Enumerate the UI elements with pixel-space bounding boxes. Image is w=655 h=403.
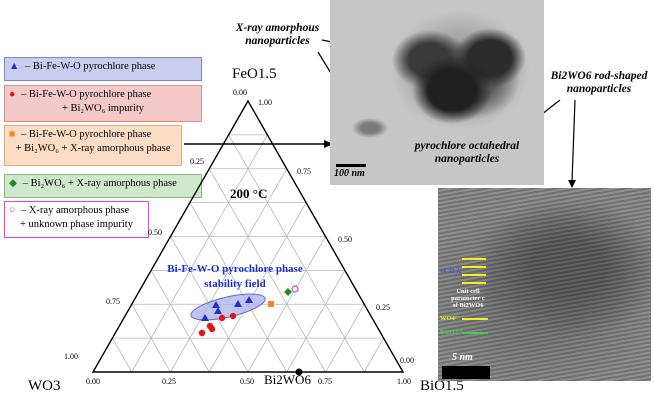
grid-line <box>112 337 133 373</box>
label-bi2wo6-rod: Bi2WO6 rod-shaped nanoparticles <box>546 70 652 96</box>
grid-line <box>325 304 365 373</box>
ternary-grid <box>112 134 384 373</box>
grid-line <box>208 202 307 373</box>
scalebar-label: 100 nm <box>334 168 365 179</box>
label-line: nanoparticles <box>434 153 500 165</box>
apex-label-left: WO3 <box>28 378 61 394</box>
tick-label: 0.25 <box>376 303 390 312</box>
tick-label: 1.00 <box>64 352 78 361</box>
grid-line <box>189 202 288 373</box>
arrow-head-icon <box>324 140 333 148</box>
triangle-marker-icon: ▲ <box>9 61 20 72</box>
scalebar-label: 5 nm <box>452 352 473 363</box>
label-line: of Bi2WO6 <box>452 302 484 309</box>
grid-line <box>131 134 268 373</box>
tick-label: 0.50 <box>338 235 352 244</box>
bi2wo6-composition-point <box>295 368 303 376</box>
temperature-label: 200 °C <box>230 186 268 201</box>
bottom-marker-label: Bi2WO6 <box>264 372 311 387</box>
legend-item-amorphous-unknown: ○ – X-ray amorphous phase + unknown phas… <box>4 201 149 238</box>
label-line: Bi2WO6 rod-shaped <box>550 70 648 82</box>
legend-item-pyrochlore: ▲ – Bi-Fe-W-O pyrochlore phase <box>4 57 202 81</box>
scalebar <box>336 164 366 167</box>
lattice-marker <box>462 274 486 276</box>
legend-text-line2: + Bi₂WO₆ + X-ray amorphous phase <box>15 143 171 154</box>
pyrochlore-amorphous-point <box>268 301 274 307</box>
tick-label: 0.25 <box>190 157 204 166</box>
hrtem-image: 16.33 Å Unit cell parameter c of Bi2WO6 … <box>438 188 651 381</box>
label-line: X-ray amorphous <box>235 22 320 34</box>
tick-label: 0.50 <box>240 377 254 386</box>
square-marker-icon: ■ <box>9 129 16 140</box>
tick-label: 0.00 <box>233 88 247 97</box>
pyrochlore-point <box>201 314 209 321</box>
apex-label-top: FeO1.5 <box>232 66 277 82</box>
scalebar <box>442 366 490 379</box>
circle-marker-icon: ● <box>9 89 16 100</box>
pyrochlore-stability-field <box>190 293 266 321</box>
legend-text: – X-ray amorphous phase <box>18 205 130 216</box>
spacing-label: 16.33 Å <box>440 268 461 275</box>
open-circle-marker-icon: ○ <box>9 205 16 216</box>
tick-label: 0.00 <box>400 356 414 365</box>
label-line: parameter c <box>451 295 485 302</box>
label-line: nanoparticles <box>245 35 310 47</box>
pyrochlore-bi2wo6-point <box>208 325 216 333</box>
unit-cell-label: Unit cell parameter c of Bi2WO6 <box>444 288 492 309</box>
bi2o2-layer-marker <box>462 332 488 334</box>
legend-text-line2: + Bi₂WO₆ impurity <box>61 103 145 114</box>
lattice-marker <box>462 282 486 284</box>
arrow-head-icon <box>568 180 576 188</box>
data-points <box>198 285 303 376</box>
tick-label: 0.75 <box>297 167 311 176</box>
legend-text: – Bi₂WO₆ + X-ray amorphous phase <box>20 178 177 189</box>
pyrochlore-bi2wo6-point <box>229 312 237 320</box>
tick-label: 0.50 <box>148 228 162 237</box>
pyrochlore-point <box>245 296 253 303</box>
tick-label: 1.00 <box>258 98 272 107</box>
pyrochlore-bi2wo6-point <box>218 314 226 322</box>
grid-line <box>286 270 346 373</box>
tick-label: 0.25 <box>162 377 176 386</box>
bi2o2-label: Bi2O2²⁺ <box>440 329 464 336</box>
legend-text-line2: + unknown phase impurity <box>20 219 133 230</box>
grid-line <box>363 337 384 373</box>
legend-item-pyrochlore-amorphous: ■ – Bi-Fe-W-O pyrochlore phase + Bi₂WO₆ … <box>4 125 182 166</box>
label-line: pyrochlore octahedral <box>414 140 520 152</box>
grid-line <box>247 236 326 373</box>
label-xray-amorphous: X-ray amorphous nanoparticles <box>230 22 325 48</box>
label-line: nanoparticles <box>566 83 632 95</box>
apex-label-right: BiO1.5 <box>420 378 464 394</box>
lattice-marker <box>462 258 486 260</box>
wo4-layer-marker <box>462 318 488 320</box>
legend-item-pyrochlore-bi2wo6: ● – Bi-Fe-W-O pyrochlore phase + Bi₂WO₆ … <box>4 85 202 122</box>
label-pyrochlore-octahedral: pyrochlore octahedral nanoparticles <box>392 140 542 166</box>
bi2wo6-amorphous-point <box>284 288 292 296</box>
tick-label: 0.75 <box>106 297 120 306</box>
field-label-line1: Bi-Fe-W-O pyrochlore phase <box>167 263 303 275</box>
pyrochlore-point <box>212 301 220 308</box>
diamond-marker-icon: ◆ <box>9 178 18 189</box>
grid-line <box>131 304 171 373</box>
tem-image-overview: 100 nm <box>330 0 544 185</box>
legend-item-bi2wo6-amorphous: ◆ – Bi₂WO₆ + X-ray amorphous phase <box>4 174 202 198</box>
label-line: Unit cell <box>456 288 480 295</box>
arrow-line <box>571 99 576 183</box>
pyrochlore-bi2wo6-point <box>198 329 206 337</box>
tick-label: 0.00 <box>86 377 100 386</box>
field-label-line2: stability field <box>204 278 266 290</box>
tick-label: 0.75 <box>318 377 332 386</box>
grid-line <box>228 134 365 373</box>
amorphous-unknown-point <box>291 285 299 293</box>
legend-text: – Bi-Fe-W-O pyrochlore phase <box>22 61 156 72</box>
pyrochlore-point <box>234 300 242 307</box>
wo4-label: WO4²⁻ <box>440 315 461 322</box>
ternary-outline <box>91 99 405 373</box>
grid-line <box>150 270 210 373</box>
pyrochlore-point <box>214 307 222 314</box>
tick-label: 1.00 <box>397 377 411 386</box>
legend-text: – Bi-Fe-W-O pyrochlore phase <box>18 129 152 140</box>
lattice-marker <box>462 266 486 268</box>
legend-text: – Bi-Fe-W-O pyrochlore phase <box>18 89 152 100</box>
